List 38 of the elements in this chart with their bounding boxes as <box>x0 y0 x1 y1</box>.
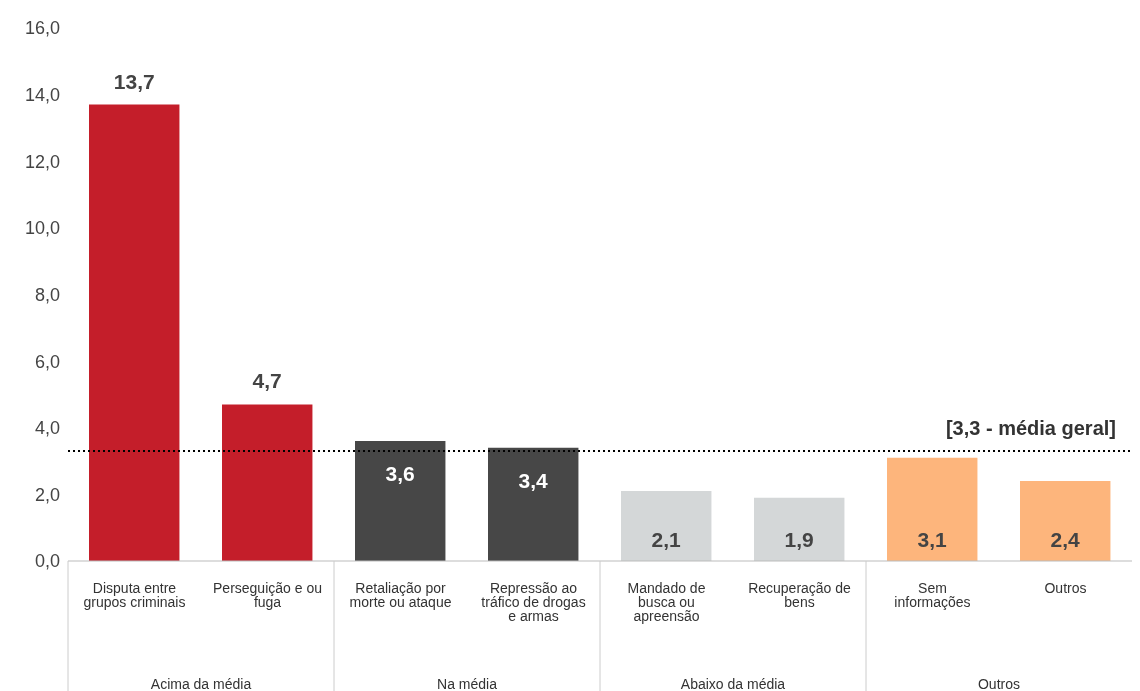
data-label: 3,1 <box>917 528 948 551</box>
data-label: 1,9 <box>784 528 814 551</box>
data-label: 13,7 <box>113 69 155 93</box>
x-tick-label: Mandado de busca ou apreensão <box>627 579 706 624</box>
y-tick-label: 12,0 <box>24 151 60 172</box>
y-tick-label: 0,0 <box>34 551 60 572</box>
y-tick-label: 16,0 <box>24 18 60 39</box>
bar <box>754 497 845 561</box>
x-tick-label: Outros <box>1044 579 1087 596</box>
data-label: 4,7 <box>252 369 282 393</box>
bar <box>488 447 579 561</box>
x-tick-label: Recuperação de bens <box>748 579 852 610</box>
text: Outros <box>977 676 1021 691</box>
bar <box>621 491 712 561</box>
text: Abaixo da média <box>680 676 786 691</box>
bar <box>1020 481 1111 561</box>
bar <box>89 104 180 561</box>
x-tick-label: Disputa entre grupos criminais <box>83 579 186 610</box>
x-tick-label: Sem informações <box>894 579 971 610</box>
y-tick-label: 8,0 <box>34 284 60 305</box>
bar <box>887 457 978 561</box>
x-tick-label: Retaliação por morte ou ataque <box>349 579 452 610</box>
data-label: 3,4 <box>518 468 549 492</box>
bar <box>355 441 446 561</box>
y-tick-label: 6,0 <box>34 351 60 372</box>
data-label: 2,4 <box>1050 528 1081 551</box>
text: Acima da média <box>150 676 252 691</box>
data-label: 3,6 <box>385 462 415 486</box>
x-tick-label: Perseguição e ou fuga <box>213 579 322 610</box>
ref-line-label: [3,3 - média geral] <box>945 417 1116 440</box>
text: Na média <box>437 676 498 691</box>
x-tick-label: Repressão ao tráfico de drogas e armas <box>481 579 586 624</box>
y-tick-label: 14,0 <box>24 85 60 106</box>
y-tick-label: 2,0 <box>34 484 60 505</box>
y-tick-label: 10,0 <box>24 218 60 239</box>
y-tick-label: 4,0 <box>34 418 60 439</box>
bar <box>222 404 313 561</box>
data-label: 2,1 <box>651 528 682 551</box>
